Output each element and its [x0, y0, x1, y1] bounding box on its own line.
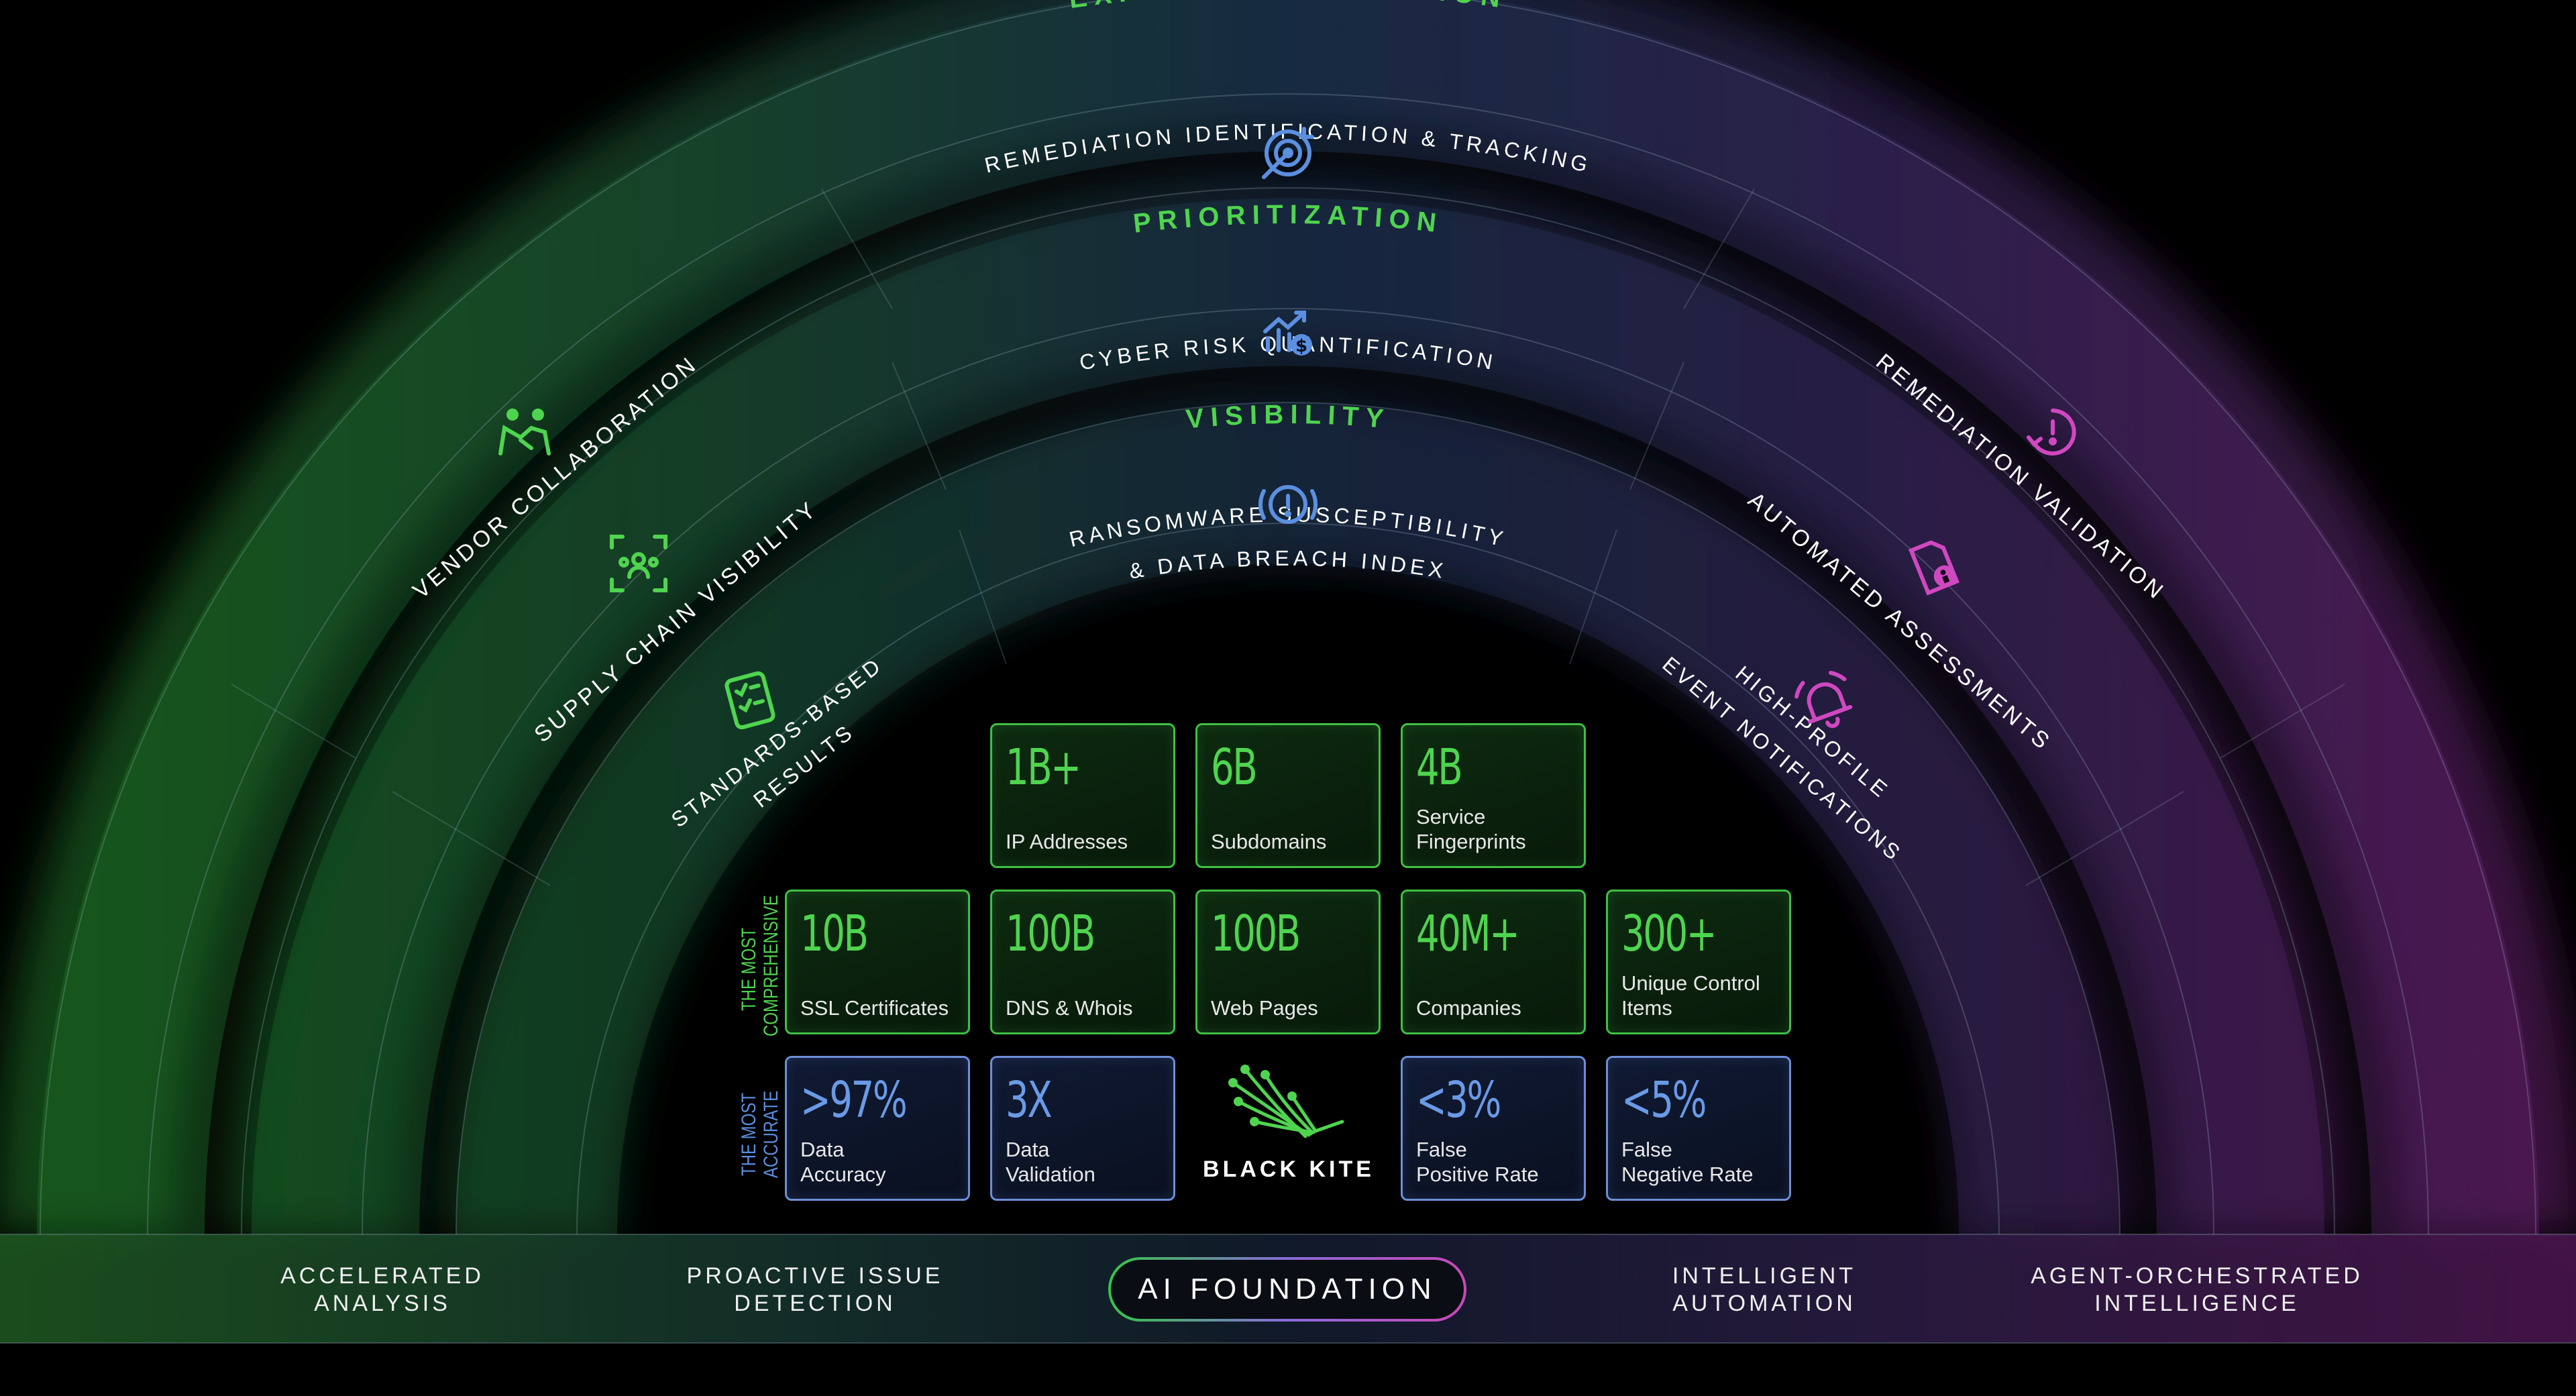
stat-value: 1B+ — [1006, 739, 1081, 796]
stat-label: DNS & Whois — [1006, 996, 1133, 1020]
network-scan-icon — [610, 535, 667, 592]
stat-label: False Positive Rate — [1416, 1138, 1539, 1186]
accurate-side-label: THE MOST ACCURATE — [738, 1090, 782, 1179]
stat-label: False Negative Rate — [1621, 1138, 1754, 1186]
stat-value: 6B — [1211, 739, 1258, 796]
stat-card: <3% False Positive Rate — [1401, 1056, 1586, 1201]
stat-value: >97% — [800, 1071, 908, 1129]
stat-card: 10B SSL Certificates — [785, 890, 970, 1034]
stat-value: <5% — [1621, 1071, 1707, 1129]
stat-value: 300+ — [1621, 905, 1717, 963]
stat-value: 4B — [1416, 739, 1463, 796]
ai-foundation-button[interactable]: AI FOUNDATION — [1108, 1257, 1466, 1322]
black-kite-logo: BLACK KITE — [1198, 1063, 1379, 1183]
stat-label: Unique Control Items — [1621, 971, 1760, 1020]
stat-value: 100B — [1006, 905, 1095, 963]
ring-bands — [37, 0, 2539, 1235]
stat-label: Subdomains — [1211, 830, 1327, 853]
stat-card: 100B DNS & Whois — [990, 890, 1175, 1034]
stat-label: Web Pages — [1211, 996, 1318, 1020]
radial-dividers — [231, 189, 2345, 886]
stat-card: <5% False Negative Rate — [1606, 1056, 1791, 1201]
chart-dollar-icon: $ — [1263, 311, 1312, 356]
clock-alert-icon — [2027, 409, 2076, 455]
visibility-title: VISIBILITY — [1185, 400, 1391, 435]
footer-item-agent: AGENT-ORCHESTRATED INTELLIGENCE — [2031, 1263, 2363, 1316]
handshake-icon — [498, 409, 551, 455]
stat-card: 6B Subdomains — [1195, 723, 1381, 868]
stat-card: 1B+ IP Addresses — [990, 723, 1175, 868]
stat-card: 3X Data Validation — [990, 1056, 1175, 1201]
stat-card: >97% Data Accuracy — [785, 1056, 970, 1201]
target-icon — [1262, 127, 1314, 179]
footer-item-proactive: PROACTIVE ISSUE DETECTION — [686, 1263, 944, 1316]
footer-item-accelerated: ACCELERATED ANALYSIS — [280, 1263, 484, 1316]
stat-label: IP Addresses — [1006, 830, 1128, 853]
stat-value: 3X — [1006, 1071, 1053, 1129]
kite-logo-icon — [1228, 1065, 1344, 1138]
stat-value: <3% — [1416, 1071, 1501, 1129]
footer-item-automation: INTELLIGENT AUTOMATION — [1672, 1263, 1857, 1316]
svg-text:$: $ — [1295, 336, 1307, 356]
stat-card: 40M+ Companies — [1401, 890, 1586, 1034]
document-person-icon — [1908, 540, 1960, 596]
stat-card: 100B Web Pages — [1195, 890, 1381, 1034]
stat-label: Data Validation — [1006, 1138, 1095, 1186]
alert-circle-icon — [1258, 485, 1318, 524]
stat-label: SSL Certificates — [800, 996, 949, 1020]
stat-label: Companies — [1416, 996, 1521, 1020]
checklist-icon — [724, 671, 775, 730]
bell-icon — [1794, 670, 1853, 729]
stat-label: Service Fingerprints — [1416, 805, 1526, 853]
stat-value: 40M+ — [1416, 905, 1520, 963]
stat-value: 10B — [800, 905, 869, 963]
brand-name: BLACK KITE — [1203, 1157, 1375, 1182]
stat-card: 300+ Unique Control Items — [1606, 890, 1791, 1034]
stat-card: 4B Service Fingerprints — [1401, 723, 1586, 868]
stat-label: Data Accuracy — [800, 1138, 886, 1186]
comprehensive-side-label: THE MOST COMPREHENSIVE — [738, 895, 782, 1036]
stat-value: 100B — [1211, 905, 1301, 963]
